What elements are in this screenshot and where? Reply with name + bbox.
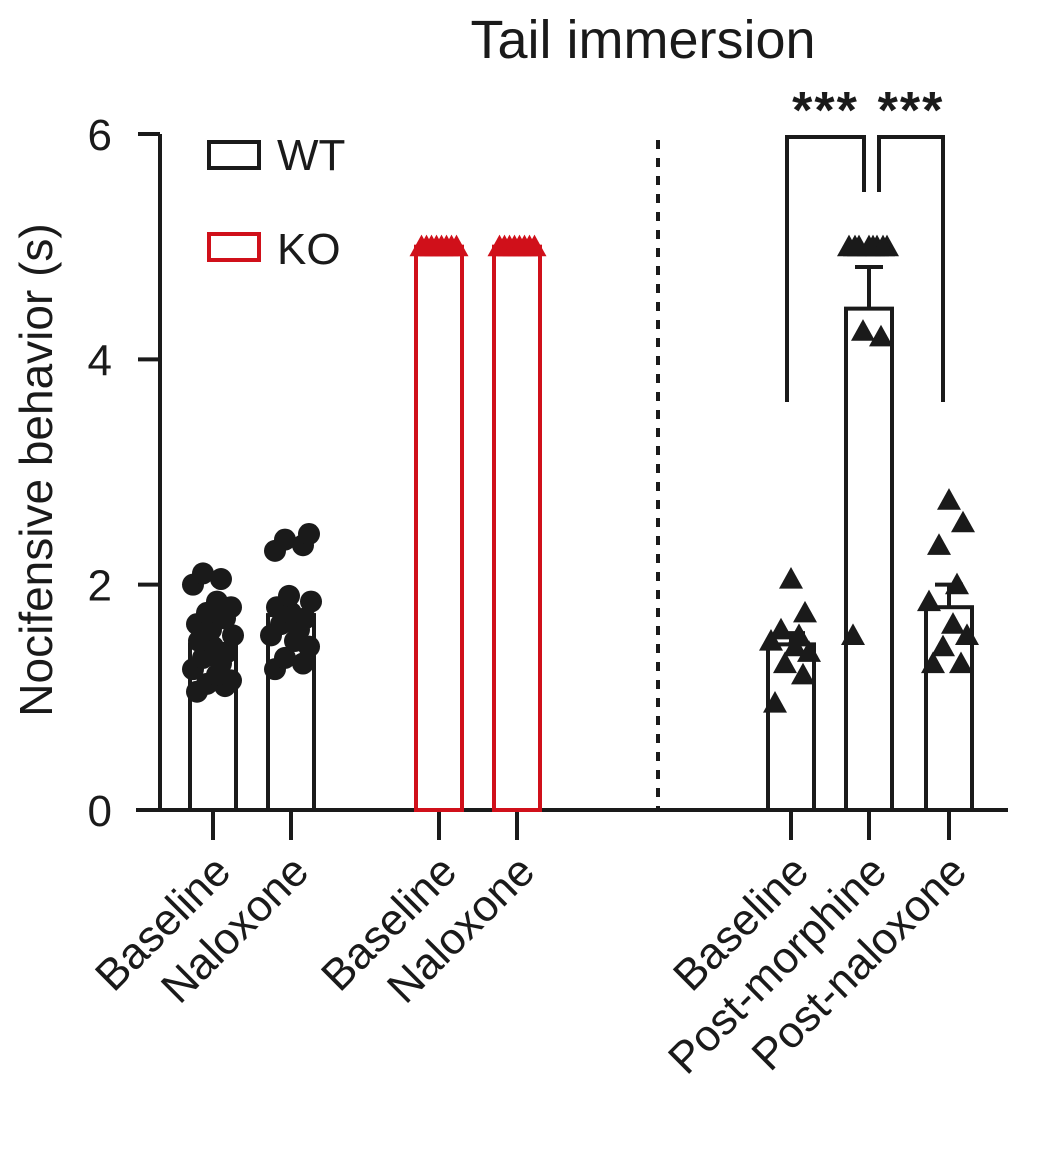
data-point — [791, 662, 815, 685]
data-point — [763, 690, 787, 713]
data-point — [522, 234, 547, 257]
legend-label-ko: KO — [277, 225, 341, 274]
chart-title: Tail immersion — [470, 10, 815, 70]
data-point — [298, 522, 320, 545]
data-point — [951, 510, 975, 533]
y-tick-label: 2 — [88, 562, 112, 611]
data-point — [931, 634, 955, 657]
data-point — [841, 623, 865, 645]
data-point — [779, 567, 803, 589]
data-point — [949, 651, 973, 674]
data-point — [192, 562, 214, 585]
significance-label: *** — [878, 82, 945, 140]
data-point — [274, 646, 296, 669]
data-point — [759, 629, 783, 651]
data-point — [955, 623, 979, 645]
bar-group: Baseline — [312, 234, 469, 1000]
legend-swatch-wt — [207, 140, 261, 170]
legend: WT KO — [207, 131, 345, 274]
data-point — [945, 572, 969, 595]
data-point — [444, 234, 469, 257]
bar — [492, 244, 542, 812]
data-point — [937, 488, 961, 510]
data-point — [869, 324, 893, 347]
data-point — [300, 590, 322, 613]
data-point — [222, 624, 244, 647]
legend-swatch-ko — [207, 232, 261, 262]
data-point — [783, 634, 807, 657]
data-point — [206, 590, 228, 613]
data-point — [851, 319, 875, 341]
bar — [844, 306, 894, 812]
significance-label: *** — [792, 82, 859, 140]
data-point — [274, 528, 296, 551]
data-point — [917, 589, 941, 612]
y-tick-label: 0 — [88, 787, 112, 836]
bracket-line — [785, 135, 866, 402]
bracket-line — [877, 135, 945, 402]
bar — [414, 244, 464, 812]
significance-bracket: *** — [877, 82, 945, 402]
legend-label-wt: WT — [277, 131, 345, 180]
data-point — [210, 568, 232, 591]
y-tick-label: 4 — [88, 336, 112, 385]
data-point — [787, 623, 811, 645]
data-point — [941, 612, 965, 634]
y-tick-label: 6 — [88, 111, 112, 160]
data-point — [769, 617, 793, 640]
data-point — [292, 652, 314, 675]
data-point — [797, 640, 821, 662]
data-point — [773, 651, 797, 674]
significance-bracket: *** — [785, 82, 866, 402]
data-point — [843, 234, 867, 257]
data-point — [927, 533, 951, 555]
data-point — [921, 651, 945, 674]
y-axis-label: Nocifensive behavior (s) — [10, 223, 62, 716]
data-point — [278, 584, 300, 607]
data-point — [793, 600, 817, 623]
